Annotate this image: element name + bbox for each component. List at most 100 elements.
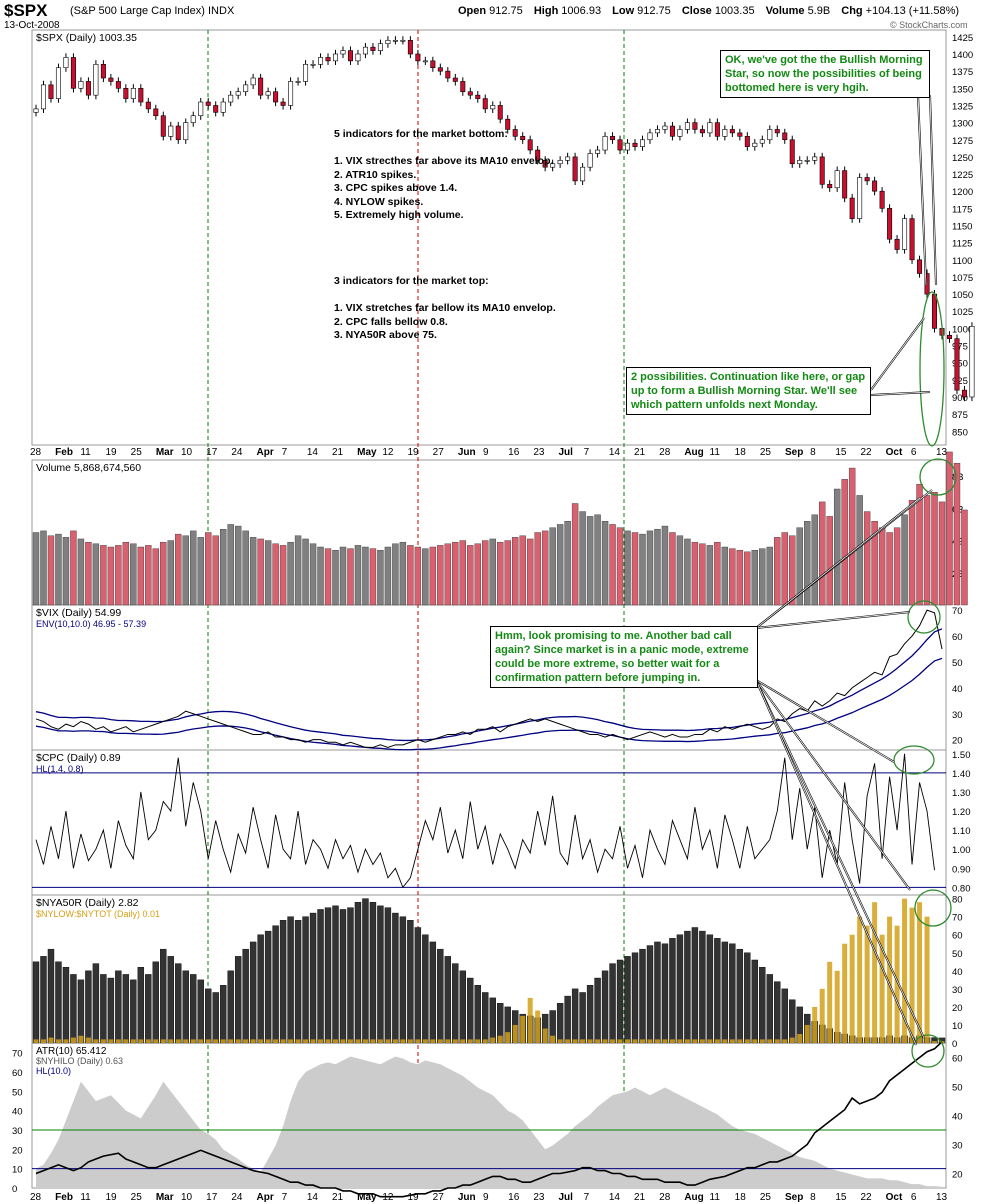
volume-bar <box>526 538 534 606</box>
cpc-tick-5: 1.00 <box>952 845 971 856</box>
nya50r-bar <box>646 945 654 1044</box>
pointer-line-8 <box>755 679 911 891</box>
volume-bar <box>886 532 893 606</box>
nylow-bar <box>347 1039 353 1043</box>
spx-candle <box>744 136 750 147</box>
nya50r-bar <box>586 985 594 1044</box>
x-axis-label-top: 24 <box>231 447 243 458</box>
spx-candle <box>70 57 76 89</box>
highlight-ellipse-5 <box>911 1034 945 1068</box>
x-axis-label-top: 7 <box>584 447 590 458</box>
spx-candle <box>752 142 758 147</box>
volume-bar <box>107 546 115 606</box>
nylow-bar <box>265 1039 271 1043</box>
nylow-bar <box>699 1039 705 1043</box>
volume-bar <box>309 543 317 606</box>
spx-tick-1: 1400 <box>952 50 973 61</box>
volume-bar <box>601 521 609 606</box>
volume-bar <box>55 533 62 606</box>
spx-tick-17: 1000 <box>952 324 973 335</box>
spx-candle <box>392 39 398 42</box>
x-axis-label-top: 28 <box>30 447 42 458</box>
spx-candle <box>123 88 129 99</box>
nylow-bar <box>482 1039 488 1043</box>
spx-candle <box>804 160 810 162</box>
volume-bar <box>62 537 70 606</box>
volume-bar <box>639 533 646 606</box>
nylow-bar <box>153 1039 159 1043</box>
spx-candle <box>827 184 833 189</box>
spx-candle <box>295 81 301 83</box>
nya50r-bar <box>287 916 294 1044</box>
spx-candle <box>842 170 848 199</box>
spx-candle <box>654 129 660 134</box>
nya50r-bar <box>234 956 242 1044</box>
volume-bar <box>609 524 616 606</box>
spx-candle <box>213 105 219 113</box>
atr-right-tick-2: 40 <box>952 1112 963 1123</box>
nylow-bar <box>190 1039 196 1043</box>
volume-bar <box>414 546 422 606</box>
x-axis-label-bottom: 25 <box>760 1192 772 1203</box>
atr-left-tick-5: 20 <box>12 1145 23 1156</box>
nylow-bar <box>250 1039 256 1043</box>
nylow-bar <box>93 1039 99 1043</box>
nya50r-bar <box>145 974 152 1044</box>
volume-bar <box>519 535 526 606</box>
spx-candle <box>250 77 256 86</box>
nya50r-bar <box>392 912 399 1044</box>
volume-bar <box>130 543 137 606</box>
volume-bar <box>294 535 302 606</box>
nylow-bar <box>318 1039 324 1043</box>
highlight-ellipse-2 <box>907 600 941 634</box>
nya50r-bar <box>616 959 624 1044</box>
nylow-bar <box>475 1039 481 1043</box>
nya50r-bar <box>279 920 287 1044</box>
spx-candle <box>318 57 324 65</box>
spx-candle <box>467 91 473 96</box>
x-axis-label-bottom: Feb <box>55 1192 73 1203</box>
volume-bar <box>100 545 107 606</box>
x-axis-label-top: Apr <box>257 447 274 458</box>
spx-candle <box>340 50 346 55</box>
x-axis-label-bottom: 14 <box>307 1192 319 1203</box>
x-axis-label-top: 28 <box>659 447 671 458</box>
nylow-bar <box>63 1039 69 1043</box>
spx-candle <box>542 160 548 168</box>
volume-bar <box>32 532 40 606</box>
vix-line <box>35 609 943 748</box>
nylow-bar <box>520 1015 526 1043</box>
cpc-tick-6: 0.90 <box>952 864 971 875</box>
x-axis-label-top: 21 <box>634 447 646 458</box>
nylow-bar <box>123 1039 129 1043</box>
volume-bar <box>699 543 706 606</box>
spx-candle <box>422 60 428 63</box>
nya50r-bar <box>212 992 219 1044</box>
nylow-bar <box>857 916 863 1043</box>
vix-panel-title: $VIX (Daily) 54.99 <box>36 607 121 619</box>
nylow-bar <box>288 1039 294 1043</box>
pointer-line-5 <box>755 497 921 629</box>
atr-right-tick-1: 50 <box>952 1083 963 1094</box>
spx-candle <box>879 190 885 209</box>
volume-bar <box>863 511 871 606</box>
spx-candle <box>482 98 488 110</box>
spx-candle <box>774 129 780 134</box>
spx-candle <box>310 63 316 66</box>
atr-left-tick-1: 60 <box>12 1068 23 1079</box>
volume-bar <box>646 530 654 606</box>
nylow-bar <box>572 1039 578 1043</box>
nya50r-bar <box>422 934 429 1044</box>
nylow-bar <box>220 1039 226 1043</box>
volume-bar <box>70 530 77 606</box>
spx-tick-12: 1125 <box>952 239 972 250</box>
nya50r-bar <box>137 966 145 1044</box>
x-axis-label-bottom: Sep <box>785 1192 803 1203</box>
spx-candle <box>782 132 788 141</box>
nylow-bar <box>894 925 900 1043</box>
spx-candle <box>48 84 54 99</box>
spx-candle <box>160 115 166 137</box>
nya50r-tick-3: 50 <box>952 949 963 960</box>
volume-bar <box>489 538 496 606</box>
brand-watermark: © StockCharts.com <box>890 20 968 30</box>
